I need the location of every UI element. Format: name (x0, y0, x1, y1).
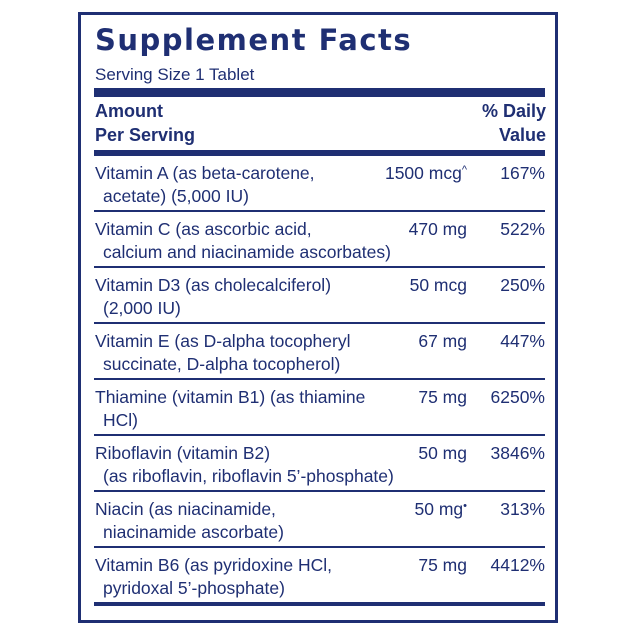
amount-value: 50 mg (414, 499, 464, 519)
nutrient-row-vitamin-c: Vitamin C (as ascorbic acid, calcium and… (94, 212, 545, 268)
nutrient-row-thiamine: Thiamine (vitamin B1) (as thiamine HCl) … (94, 380, 545, 436)
nutrient-name-line2: calcium and niacinamide ascorbates) (103, 242, 391, 262)
nutrient-name-line2: niacinamide ascorbate) (103, 522, 284, 542)
nutrient-name-line1: Vitamin D3 (as cholecalciferol) (95, 275, 332, 295)
amount-header-line2: Per Serving (95, 125, 196, 145)
nutrient-name-line2: (2,000 IU) (103, 298, 181, 318)
nutrient-name: Vitamin E (as D-alpha tocopheryl succina… (95, 330, 351, 376)
nutrient-name-line2: HCl) (103, 410, 138, 430)
dv-header-line2: Value (498, 125, 546, 145)
nutrient-name-line1: Vitamin C (as ascorbic acid, (95, 219, 312, 239)
footnote-mark: • (463, 500, 467, 512)
nutrient-amount: 75 mg (418, 386, 467, 409)
amount-value: 75 mg (418, 387, 467, 407)
nutrient-amount: 67 mg (418, 330, 467, 353)
nutrient-amount: 470 mg (409, 218, 467, 241)
nutrient-name-line1: Vitamin A (as beta-carotene, (95, 163, 315, 183)
supplement-facts-panel: Supplement Facts Serving Size 1 Tablet A… (78, 12, 558, 623)
amount-header: Amount Per Serving (95, 99, 195, 147)
panel-title: Supplement Facts (95, 23, 413, 57)
nutrient-amount: 1500 mcg^ (385, 162, 467, 185)
nutrient-amount: 50 mg• (415, 498, 468, 521)
amount-value: 50 mcg (409, 275, 467, 295)
nutrient-row-vitamin-b6: Vitamin B6 (as pyridoxine HCl, pyridoxal… (94, 548, 545, 606)
nutrient-daily-value: 167% (500, 163, 545, 183)
amount-value: 50 mg (418, 443, 467, 463)
nutrient-name-line2: (as riboflavin, riboflavin 5’-phosphate) (103, 466, 394, 486)
nutrient-daily-value: 250% (500, 275, 545, 295)
nutrient-name-line2: acetate) (5,000 IU) (103, 186, 249, 206)
nutrient-daily-value: 447% (500, 331, 545, 351)
nutrient-name: Thiamine (vitamin B1) (as thiamine HCl) (95, 386, 365, 432)
nutrient-row-vitamin-d3: Vitamin D3 (as cholecalciferol) (2,000 I… (94, 268, 545, 324)
nutrient-name-line1: Niacin (as niacinamide, (95, 499, 276, 519)
serving-size: Serving Size 1 Tablet (95, 65, 255, 84)
nutrient-name: Riboflavin (vitamin B2) (as riboflavin, … (95, 442, 394, 488)
amount-header-line1: Amount (95, 101, 163, 121)
nutrient-daily-value: 4412% (490, 555, 546, 575)
nutrient-name-line1: Vitamin B6 (as pyridoxine HCl, (95, 555, 332, 575)
nutrient-name-line1: Vitamin E (as D-alpha tocopheryl (95, 331, 351, 351)
amount-value: 470 mg (408, 219, 467, 239)
nutrient-name: Niacin (as niacinamide, niacinamide asco… (95, 498, 284, 544)
nutrient-name-line2: succinate, D-alpha tocopherol) (103, 354, 341, 374)
nutrient-row-niacin: Niacin (as niacinamide, niacinamide asco… (94, 492, 545, 548)
nutrient-row-riboflavin: Riboflavin (vitamin B2) (as riboflavin, … (94, 436, 545, 492)
nutrient-amount: 50 mg (418, 442, 467, 465)
nutrient-name: Vitamin C (as ascorbic acid, calcium and… (95, 218, 391, 264)
nutrient-row-vitamin-e: Vitamin E (as D-alpha tocopheryl succina… (94, 324, 545, 380)
nutrient-name-line2: pyridoxal 5’-phosphate) (103, 578, 285, 598)
nutrient-name: Vitamin D3 (as cholecalciferol) (2,000 I… (95, 274, 331, 320)
nutrient-amount: 50 mcg (410, 274, 467, 297)
nutrient-list: Vitamin A (as beta-carotene, acetate) (5… (94, 156, 545, 606)
amount-value: 75 mg (418, 555, 467, 575)
nutrient-name-line1: Riboflavin (vitamin B2) (95, 443, 271, 463)
nutrient-name-line1: Thiamine (vitamin B1) (as thiamine (95, 387, 366, 407)
nutrient-daily-value: 6250% (490, 387, 546, 407)
nutrient-row-vitamin-a: Vitamin A (as beta-carotene, acetate) (5… (94, 156, 545, 212)
nutrient-name: Vitamin B6 (as pyridoxine HCl, pyridoxal… (95, 554, 332, 600)
footnote-mark: ^ (461, 164, 467, 176)
daily-value-header: % Daily Value (482, 99, 546, 147)
amount-value: 67 mg (418, 331, 467, 351)
nutrient-daily-value: 3846% (490, 443, 546, 463)
amount-value: 1500 mcg (384, 163, 462, 183)
nutrient-amount: 75 mg (418, 554, 467, 577)
nutrient-name: Vitamin A (as beta-carotene, acetate) (5… (95, 162, 315, 208)
thick-divider (94, 88, 545, 97)
header-divider (94, 150, 545, 156)
nutrient-daily-value: 522% (500, 219, 545, 239)
dv-header-line1: % Daily (481, 101, 546, 121)
nutrient-daily-value: 313% (500, 499, 545, 519)
